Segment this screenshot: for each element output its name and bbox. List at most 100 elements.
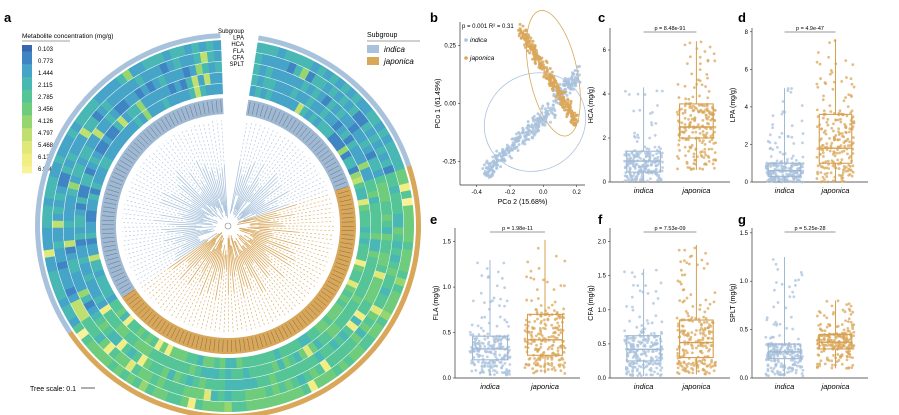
data-point-japonica (542, 278, 545, 282)
heatmap-cell (264, 89, 274, 101)
point-indica (489, 164, 493, 168)
heatmap-cell (185, 351, 194, 364)
data-point-japonica (850, 174, 854, 178)
tree-branch (234, 194, 253, 218)
point-indica (499, 165, 503, 169)
data-point-indica (789, 315, 793, 319)
heatmap-cell (106, 313, 119, 325)
point-indica (576, 65, 580, 69)
data-point-japonica (707, 156, 711, 159)
data-point-japonica (823, 81, 827, 84)
data-point-indica (793, 354, 797, 358)
data-point-indica (654, 268, 658, 272)
heatmap-cell (95, 274, 108, 284)
heatmap-cell (209, 72, 217, 85)
point-japonica (533, 59, 537, 63)
data-point-indica (630, 179, 634, 183)
point-indica (487, 176, 491, 180)
heatmap-cell (88, 97, 101, 110)
data-point-japonica (529, 342, 533, 346)
heatmap-cell (122, 81, 135, 95)
heatmap-cell (357, 198, 369, 207)
data-point-indica (477, 339, 481, 343)
heatmap-cell (218, 368, 226, 380)
heatmap-cell (354, 326, 367, 340)
data-point-indica (502, 371, 506, 375)
legend-color-step (22, 144, 32, 148)
tree-branch (160, 202, 211, 221)
heatmap-cell (368, 196, 380, 205)
point-indica (492, 170, 496, 174)
accession-label-mark (341, 238, 354, 241)
accession-label-mark (263, 334, 268, 346)
heatmap-cell (136, 354, 148, 367)
data-point-japonica (687, 371, 691, 374)
heatmap-cell (147, 360, 159, 373)
heatmap-cell (100, 117, 113, 130)
heatmap-cell (80, 333, 94, 346)
heatmap-cell (121, 68, 134, 82)
tree-branch-extension (198, 124, 212, 170)
data-point-indica (655, 152, 658, 156)
tree-branch (201, 193, 218, 213)
point-japonica (573, 111, 577, 115)
accession-label-mark (335, 262, 348, 267)
tree-branch-extension (272, 233, 333, 245)
data-point-japonica (695, 346, 698, 350)
data-point-indica (651, 373, 654, 377)
heatmap-cell (71, 168, 84, 179)
accession-label-mark (308, 306, 317, 316)
tree-branch (199, 235, 224, 281)
heatmap-cell (359, 221, 371, 228)
heatmap-cell (139, 83, 151, 97)
tree-branch-extension (158, 145, 202, 196)
heatmap-cell (113, 351, 126, 364)
data-point-japonica (850, 82, 854, 86)
data-point-japonica (816, 51, 820, 54)
heatmap-cell (371, 321, 384, 334)
heatmap-cell (320, 94, 333, 108)
data-point-indica (635, 361, 639, 365)
heatmap-cell (142, 370, 154, 383)
data-point-indica (646, 339, 650, 342)
tree-branch-extension (156, 278, 181, 305)
data-point-indica (482, 329, 485, 333)
data-point-indica (492, 343, 496, 347)
data-point-japonica (553, 318, 557, 321)
tree-branch (246, 247, 269, 275)
heatmap-cell (74, 208, 86, 216)
data-point-japonica (707, 147, 711, 151)
accession-label-mark (149, 126, 158, 137)
accession-label-mark (147, 314, 156, 324)
accession-label-mark (271, 109, 277, 121)
accession-label-mark (176, 110, 183, 122)
tree-branch (252, 233, 268, 239)
data-point-japonica (823, 329, 827, 333)
heatmap-cell (379, 246, 392, 255)
accession-label-mark (333, 177, 345, 183)
data-point-indica (507, 325, 510, 328)
point-indica (514, 136, 518, 140)
point-japonica (564, 108, 568, 112)
heatmap-cell (323, 127, 336, 140)
heatmap-cell (126, 318, 139, 331)
tree-branch-extension (137, 170, 193, 205)
data-point-japonica (691, 368, 695, 371)
data-point-japonica (821, 116, 825, 120)
heatmap-cell (369, 304, 383, 316)
data-point-japonica (836, 353, 840, 356)
category-label-japonica: japonica (821, 382, 850, 391)
data-point-indica (500, 277, 504, 280)
heatmap-cell (253, 365, 263, 377)
accession-label-mark (251, 102, 255, 115)
heatmap-cell (363, 293, 376, 305)
tree-branch-extension (233, 292, 239, 332)
legend-color-step (22, 109, 32, 113)
heatmap-cell (80, 178, 93, 188)
tree-branch-extension (150, 261, 190, 299)
data-point-japonica (698, 131, 702, 135)
data-point-indica (643, 145, 647, 149)
accession-label-mark (247, 101, 251, 114)
data-point-japonica (530, 330, 534, 334)
heatmap-cell (65, 194, 77, 203)
